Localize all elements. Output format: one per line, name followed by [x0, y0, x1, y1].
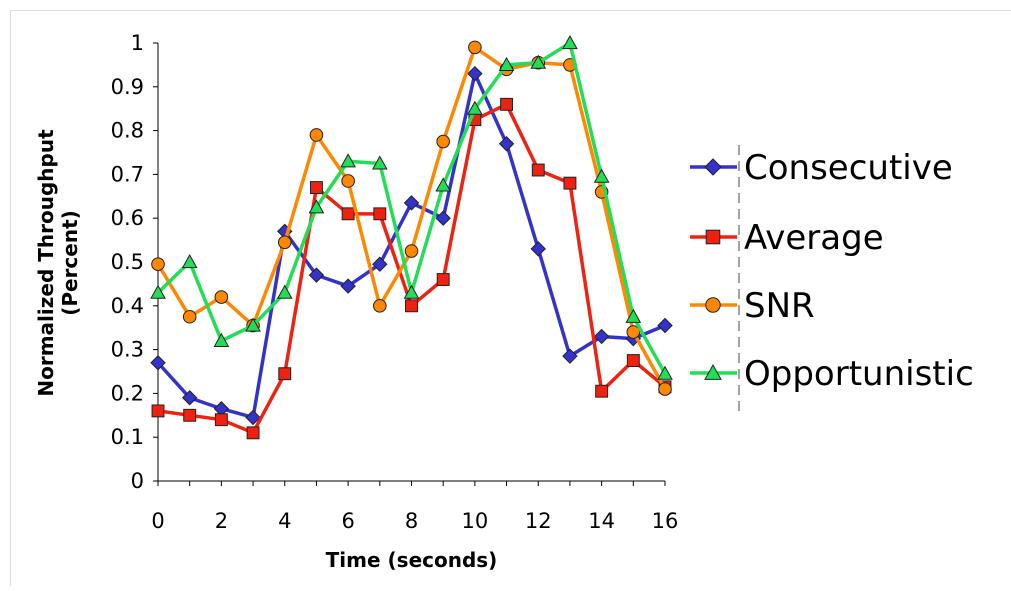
- data-point-snr: [405, 245, 418, 258]
- legend-label: SNR: [744, 286, 815, 326]
- y-tick-label: 0.2: [111, 381, 144, 405]
- data-point-snr: [659, 383, 672, 396]
- x-tick-label: 4: [278, 509, 291, 533]
- y-tick-label: 0: [131, 469, 144, 493]
- x-tick-label: 10: [462, 509, 489, 533]
- x-tick-label: 8: [405, 509, 418, 533]
- data-point-snr: [437, 135, 450, 148]
- data-point-average: [184, 409, 196, 421]
- x-tick-label: 12: [525, 509, 552, 533]
- data-point-average: [215, 414, 227, 426]
- data-point-snr: [342, 175, 355, 188]
- y-tick-label: 0.9: [111, 75, 144, 99]
- data-point-average: [406, 300, 418, 312]
- data-point-average: [627, 355, 639, 367]
- data-point-average: [596, 385, 608, 397]
- data-point-snr: [278, 236, 291, 249]
- y-tick-label: 0.5: [111, 250, 144, 274]
- legend-label: Consecutive: [744, 148, 953, 188]
- data-point-average: [152, 405, 164, 417]
- data-point-average: [501, 98, 513, 110]
- legend-marker-average: [706, 230, 720, 244]
- x-tick-label: 0: [151, 509, 164, 533]
- y-tick-label: 0.6: [111, 206, 144, 230]
- y-axis-title-line: (Percent): [58, 210, 82, 316]
- data-point-average: [374, 208, 386, 220]
- data-point-average: [564, 177, 576, 189]
- legend-label: Opportunistic: [744, 354, 974, 394]
- data-point-average: [437, 274, 449, 286]
- y-tick-label: 1: [131, 31, 144, 55]
- data-point-snr: [152, 258, 165, 271]
- data-point-average: [342, 208, 354, 220]
- data-point-snr: [215, 291, 228, 304]
- data-point-average: [279, 368, 291, 380]
- y-tick-label: 0.4: [111, 294, 144, 318]
- y-tick-label: 0.7: [111, 162, 144, 186]
- y-tick-label: 0.3: [111, 338, 144, 362]
- data-point-average: [310, 182, 322, 194]
- x-axis-title: Time (seconds): [326, 548, 498, 572]
- x-tick-label: 6: [341, 509, 354, 533]
- legend-marker-snr: [706, 298, 720, 312]
- data-point-average: [247, 427, 259, 439]
- x-tick-label: 2: [215, 509, 228, 533]
- data-point-snr: [469, 41, 482, 54]
- y-tick-label: 0.1: [111, 425, 144, 449]
- data-point-snr: [310, 129, 323, 142]
- x-tick-label: 14: [588, 509, 615, 533]
- legend-label: Average: [744, 218, 884, 258]
- data-point-snr: [183, 310, 196, 323]
- y-axis-title-line: Normalized Throughput: [34, 129, 58, 397]
- x-tick-label: 16: [652, 509, 679, 533]
- data-point-snr: [374, 300, 387, 313]
- y-tick-label: 0.8: [111, 119, 144, 143]
- data-point-average: [532, 164, 544, 176]
